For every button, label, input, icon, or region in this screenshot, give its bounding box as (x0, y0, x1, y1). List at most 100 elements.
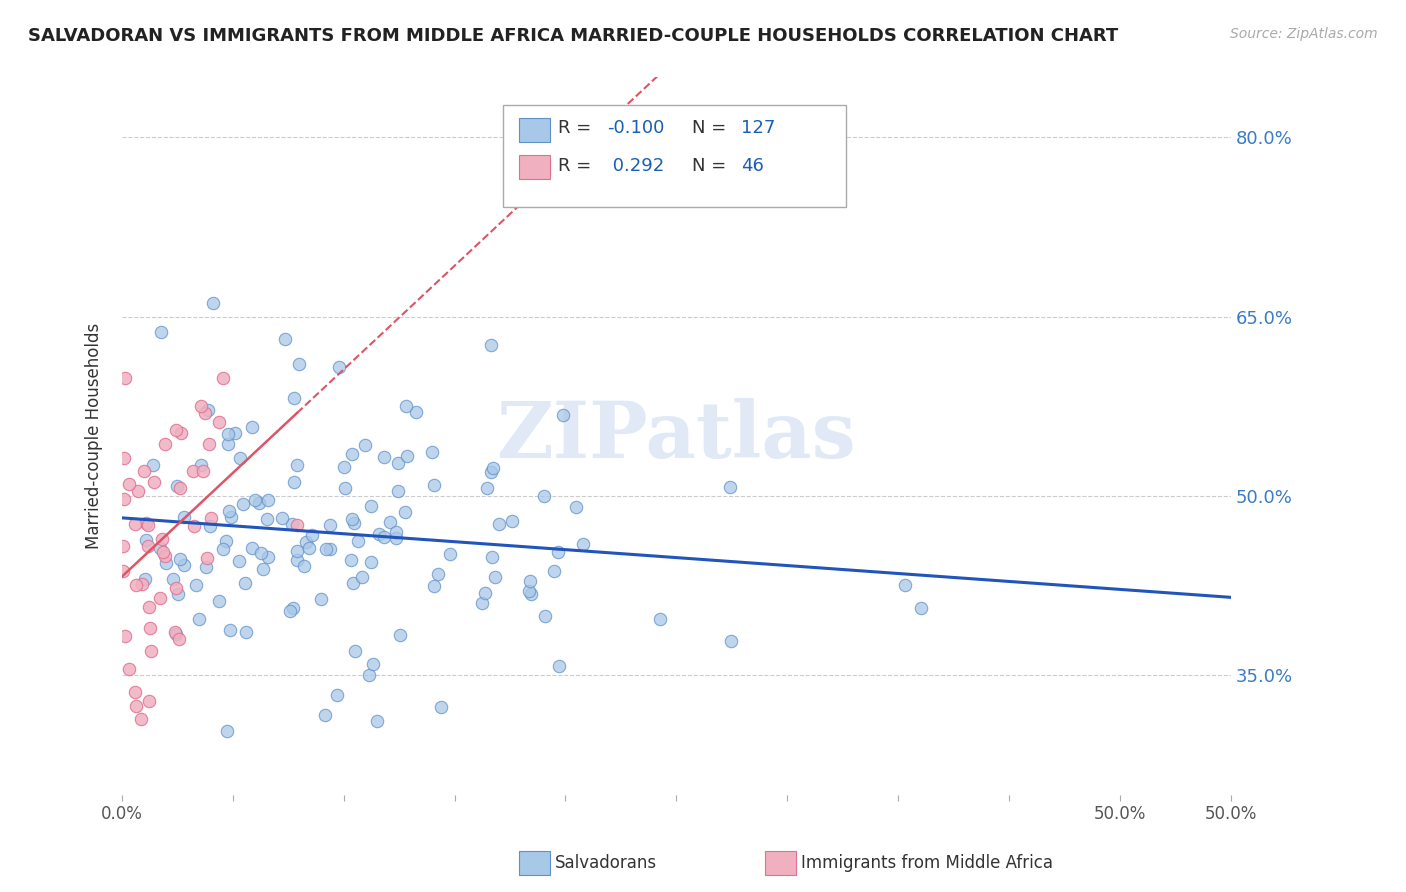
Point (124, 578, 146, 592)
Point (344, 644, 367, 658)
Point (134, 572, 156, 586)
Point (384, 524, 406, 539)
Point (217, 437, 239, 451)
Text: Salvadorans: Salvadorans (555, 854, 658, 871)
Point (533, 609, 555, 624)
Point (195, 551, 218, 566)
Point (396, 449, 419, 463)
Point (543, 565, 565, 579)
Point (152, 545, 174, 559)
Point (423, 579, 446, 593)
Point (352, 570, 374, 584)
Point (143, 475, 166, 490)
Point (309, 592, 332, 607)
Point (342, 447, 364, 461)
Text: N =: N = (692, 120, 731, 137)
Point (167, 587, 190, 601)
Point (405, 404, 427, 418)
Point (218, 503, 240, 517)
Point (138, 599, 160, 614)
Point (547, 545, 569, 559)
Point (278, 604, 301, 618)
Point (894, 578, 917, 592)
Point (474, 586, 496, 600)
Point (114, 629, 136, 643)
Point (373, 530, 395, 544)
Point (481, 550, 503, 565)
Point (240, 420, 263, 434)
Point (135, 516, 157, 531)
Point (439, 547, 461, 561)
Point (193, 464, 215, 478)
Point (150, 532, 173, 546)
Point (155, 556, 177, 570)
Point (479, 338, 502, 352)
Point (224, 425, 246, 440)
Point (520, 587, 543, 601)
Point (373, 450, 395, 465)
Text: R =: R = (558, 120, 598, 137)
Point (232, 497, 254, 511)
Point (166, 479, 188, 493)
Point (200, 511, 222, 525)
Point (298, 541, 321, 556)
Point (648, 612, 671, 626)
Text: Source: ZipAtlas.com: Source: ZipAtlas.com (1230, 27, 1378, 41)
Text: N =: N = (692, 157, 731, 175)
Point (368, 527, 391, 541)
Point (319, 518, 342, 533)
Point (548, 658, 571, 673)
Point (124, 699, 146, 714)
Point (427, 567, 450, 582)
Point (142, 458, 165, 472)
Point (190, 399, 212, 413)
Point (315, 541, 337, 556)
Point (217, 426, 239, 441)
Text: R =: R = (558, 157, 598, 175)
Point (519, 584, 541, 599)
Point (482, 460, 505, 475)
Point (295, 535, 318, 549)
Point (131, 576, 153, 591)
Point (394, 505, 416, 519)
Point (283, 601, 305, 615)
Point (112, 451, 135, 466)
Point (131, 712, 153, 726)
Point (394, 400, 416, 414)
Point (134, 464, 156, 478)
Point (301, 528, 323, 542)
Point (423, 478, 446, 492)
Point (149, 591, 172, 606)
Point (572, 537, 595, 551)
Point (165, 581, 187, 595)
Point (430, 700, 453, 714)
Point (201, 296, 224, 310)
Point (194, 406, 217, 420)
Point (153, 436, 176, 450)
Point (326, 688, 349, 702)
Point (285, 458, 308, 473)
Point (354, 438, 377, 452)
Point (256, 512, 278, 526)
Point (385, 531, 408, 545)
Text: -0.100: -0.100 (607, 120, 665, 137)
Point (118, 477, 141, 491)
Point (366, 714, 388, 728)
Point (250, 546, 273, 560)
Point (163, 624, 186, 639)
Point (200, 519, 222, 533)
Point (347, 533, 370, 548)
Point (378, 515, 401, 529)
Point (271, 510, 294, 524)
Point (360, 555, 382, 569)
Point (139, 621, 162, 635)
Text: Immigrants from Middle Africa: Immigrants from Middle Africa (801, 854, 1053, 871)
Point (208, 594, 231, 608)
Point (112, 539, 135, 553)
Point (283, 391, 305, 405)
Point (173, 510, 195, 524)
Point (314, 707, 336, 722)
Point (229, 451, 252, 466)
Point (187, 612, 209, 626)
Point (565, 500, 588, 514)
